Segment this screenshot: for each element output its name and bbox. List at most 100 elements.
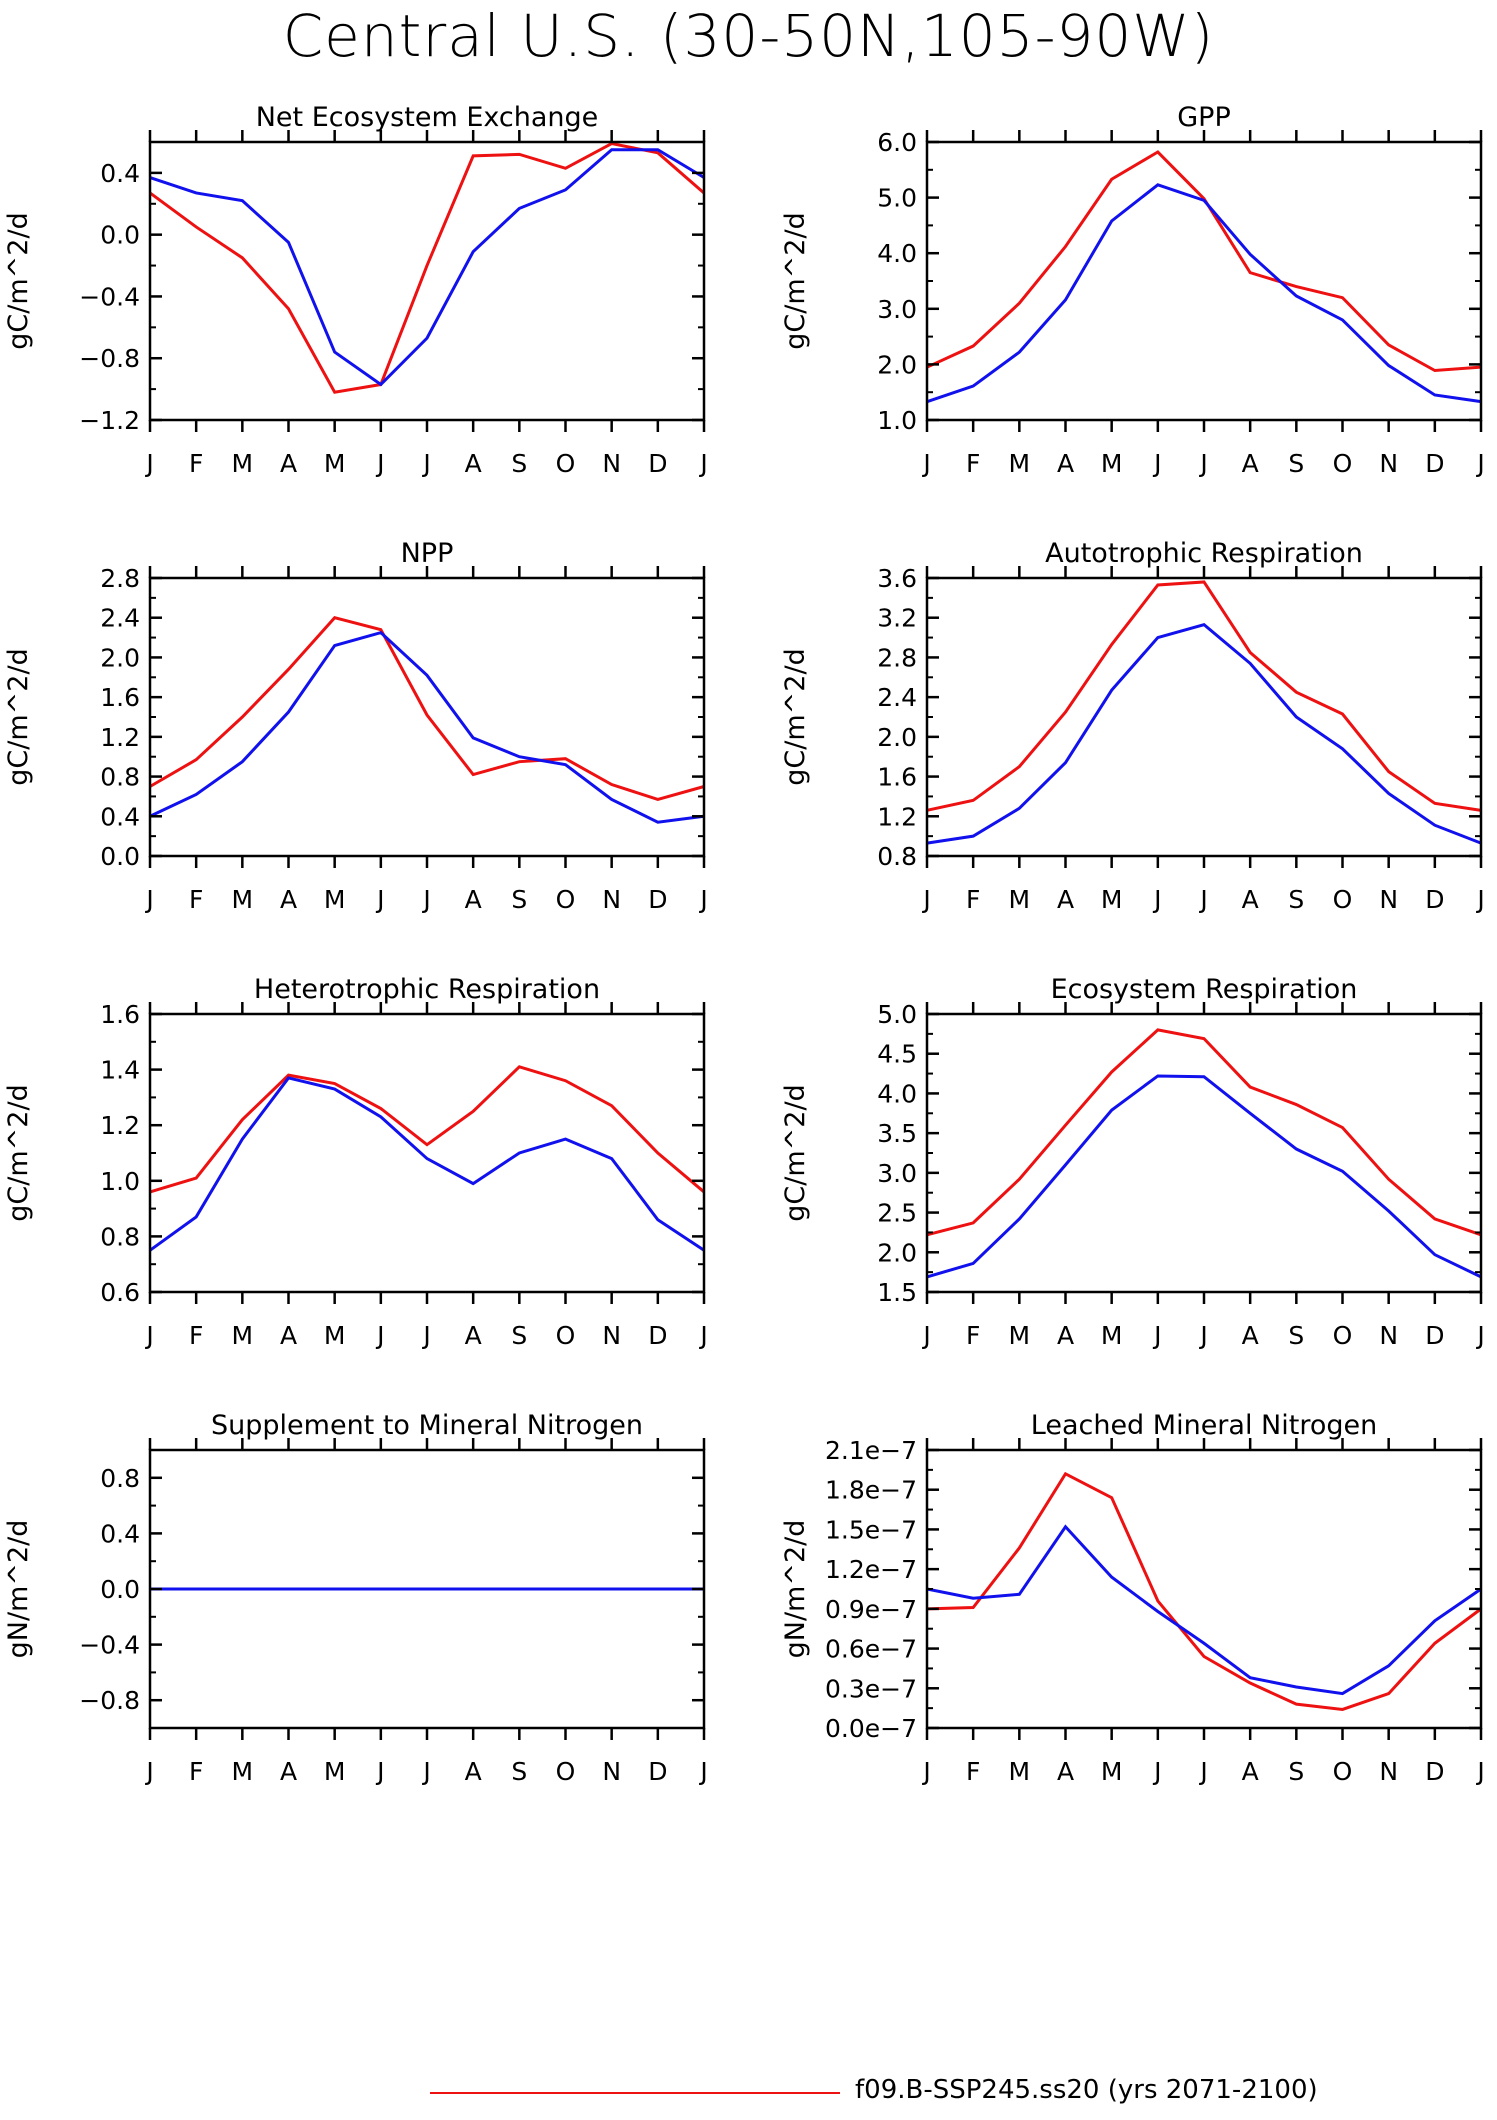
series-blue-line	[149, 630, 705, 824]
x-tick-label: F	[189, 1757, 203, 1786]
y-tick-label: 3.6	[877, 564, 917, 593]
y-tick-label: 1.6	[877, 763, 917, 792]
chart-title: Supplement to Mineral Nitrogen	[211, 1410, 643, 1441]
x-tick-label: A	[1242, 1321, 1259, 1350]
x-tick-label: J	[421, 1321, 430, 1350]
x-tick-label: A	[1057, 885, 1074, 914]
chart-title: GPP	[1177, 102, 1231, 133]
x-tick-label: D	[648, 449, 667, 478]
x-tick-label: N	[602, 1757, 621, 1786]
x-tick-label: J	[144, 885, 153, 914]
x-tick-label: J	[1475, 1321, 1484, 1350]
y-tick-label: 2.8	[877, 643, 917, 672]
y-tick-label: 2.8	[100, 564, 140, 593]
chart-panel: Autotrophic Respiration gC/m^2/d 0.8 1.2 1.6…	[780, 538, 1485, 914]
x-tick-label: M	[1009, 1321, 1031, 1350]
x-tick-label: O	[1333, 449, 1353, 478]
chart-grid: Net Ecosystem Exchange gC/m^2/d −1.2 −0.8 −0…	[3, 102, 1485, 1786]
x-tick-label: J	[144, 449, 153, 478]
y-tick-label: 0.8	[877, 842, 917, 871]
y-tick-label: −0.8	[79, 344, 140, 373]
plot-frame	[925, 140, 1483, 422]
x-tick-label: J	[1198, 1321, 1207, 1350]
x-tick-label: F	[966, 1321, 980, 1350]
y-tick-label: 5.0	[877, 1000, 917, 1029]
x-tick-label: J	[921, 1757, 930, 1786]
x-tick-label: D	[648, 885, 667, 914]
x-tick-label: J	[421, 885, 430, 914]
y-tick-label: 1.0	[877, 406, 917, 435]
y-tick-label: 3.5	[877, 1119, 917, 1148]
x-tick-label: N	[1379, 449, 1398, 478]
y-axis-label: gN/m^2/d	[780, 1520, 811, 1659]
series-red-line	[149, 1065, 705, 1194]
x-tick-label: A	[280, 1321, 297, 1350]
x-tick-label: J	[1152, 885, 1161, 914]
y-tick-label: 1.2	[100, 723, 140, 752]
x-tick-label: D	[648, 1757, 667, 1786]
chart-panel: Supplement to Mineral Nitrogen gN/m^2/d −0…	[3, 1410, 708, 1786]
x-tick-label: N	[602, 1321, 621, 1350]
x-tick-label: N	[1379, 1757, 1398, 1786]
x-tick-label: A	[1057, 1757, 1074, 1786]
x-tick-label: A	[1057, 1321, 1074, 1350]
x-tick-label: M	[324, 449, 346, 478]
x-tick-label: M	[232, 885, 254, 914]
x-tick-label: M	[232, 1757, 254, 1786]
x-tick-label: M	[324, 1757, 346, 1786]
x-tick-label: S	[511, 1321, 527, 1350]
y-tick-label: 0.4	[100, 159, 140, 188]
x-tick-label: J	[921, 1321, 930, 1350]
x-tick-label: M	[324, 1321, 346, 1350]
y-axis-label: gC/m^2/d	[3, 212, 34, 349]
x-tick-label: O	[1333, 885, 1353, 914]
x-tick-label: M	[1101, 1321, 1123, 1350]
y-axis-label: gC/m^2/d	[780, 648, 811, 785]
y-tick-label: 1.0	[100, 1167, 140, 1196]
chart-title: Leached Mineral Nitrogen	[1031, 1410, 1377, 1441]
y-tick-label: 4.0	[877, 1079, 917, 1108]
y-tick-label: 2.1e−7	[825, 1436, 917, 1465]
y-tick-label: 0.6	[100, 1278, 140, 1307]
chart-title: Heterotrophic Respiration	[254, 974, 600, 1005]
x-tick-label: A	[280, 449, 297, 478]
y-tick-label: 2.0	[877, 350, 917, 379]
x-tick-label: J	[698, 449, 707, 478]
y-tick-label: 3.2	[877, 604, 917, 633]
x-tick-label: M	[1101, 449, 1123, 478]
x-tick-label: J	[1475, 1757, 1484, 1786]
x-tick-label: S	[1288, 1321, 1304, 1350]
x-tick-label: O	[1333, 1321, 1353, 1350]
series-red-line	[926, 1028, 1482, 1237]
series-blue-line	[149, 1076, 705, 1252]
x-tick-label: J	[1198, 885, 1207, 914]
chart-title: NPP	[401, 538, 454, 569]
y-tick-label: 0.8	[100, 1464, 140, 1493]
y-tick-label: −0.4	[79, 1631, 140, 1660]
plot-frame	[925, 1448, 1483, 1730]
x-tick-label: D	[1425, 449, 1444, 478]
x-tick-label: A	[465, 449, 482, 478]
x-tick-label: O	[556, 449, 576, 478]
x-tick-label: J	[375, 885, 384, 914]
x-tick-label: A	[1242, 885, 1259, 914]
y-tick-label: 1.4	[100, 1056, 140, 1085]
x-tick-label: J	[921, 449, 930, 478]
x-tick-label: F	[189, 885, 203, 914]
x-tick-label: S	[1288, 1757, 1304, 1786]
x-tick-label: F	[966, 449, 980, 478]
x-tick-label: J	[698, 1321, 707, 1350]
x-tick-label: N	[602, 449, 621, 478]
y-tick-label: 2.0	[100, 643, 140, 672]
x-tick-label: F	[966, 885, 980, 914]
x-tick-label: O	[556, 1757, 576, 1786]
x-tick-label: D	[648, 1321, 667, 1350]
y-tick-label: 1.6	[100, 683, 140, 712]
series-blue-line	[149, 148, 705, 387]
y-tick-label: 3.0	[877, 295, 917, 324]
y-tick-label: 2.0	[877, 723, 917, 752]
x-tick-label: J	[1475, 449, 1484, 478]
y-tick-label: 0.3e−7	[825, 1674, 917, 1703]
y-tick-label: 1.6	[100, 1000, 140, 1029]
x-tick-label: J	[1152, 1757, 1161, 1786]
